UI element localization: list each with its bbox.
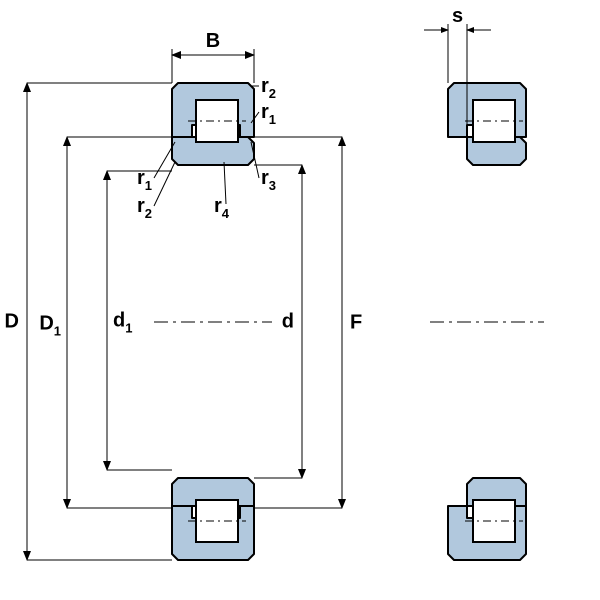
bearing-diagram: BsDD1d1dFr2r1r1r2r3r4 [0, 0, 600, 600]
svg-text:B: B [206, 30, 220, 52]
svg-text:r2: r2 [137, 195, 152, 221]
svg-text:d1: d1 [113, 310, 132, 336]
svg-text:r2: r2 [261, 75, 276, 101]
svg-text:s: s [452, 5, 463, 27]
svg-text:r4: r4 [214, 195, 230, 221]
svg-text:D1: D1 [39, 313, 61, 339]
svg-text:d: d [282, 311, 294, 333]
svg-text:r1: r1 [261, 101, 276, 127]
svg-text:D: D [5, 311, 19, 333]
svg-text:r3: r3 [261, 167, 276, 193]
svg-text:F: F [350, 312, 362, 334]
drawing-group: BsDD1d1dFr2r1r1r2r3r4 [5, 5, 544, 560]
